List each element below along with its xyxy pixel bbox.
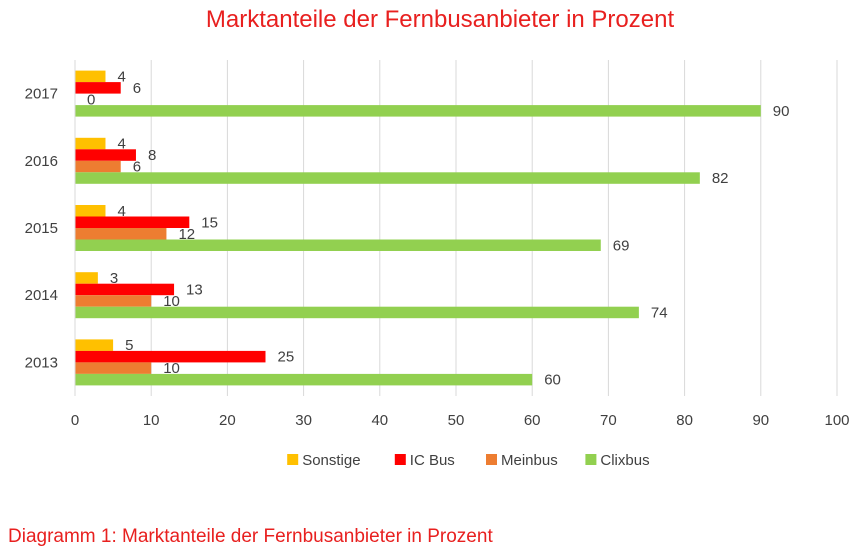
bar	[75, 283, 175, 296]
bar	[75, 172, 700, 184]
legend-label: Meinbus	[501, 452, 558, 469]
data-label: 10	[163, 360, 180, 377]
data-label: 10	[163, 293, 180, 310]
bar	[75, 272, 98, 284]
x-tick-label: 30	[295, 412, 312, 429]
data-label: 4	[117, 203, 125, 220]
data-label: 12	[178, 226, 195, 243]
legend-swatch	[394, 454, 406, 465]
data-label: 0	[87, 91, 95, 108]
x-tick-label: 70	[600, 412, 617, 429]
bar	[75, 82, 121, 94]
x-tick-label: 50	[448, 412, 465, 429]
bar	[75, 373, 533, 386]
data-label: 4	[117, 68, 125, 85]
x-tick-label: 0	[71, 412, 79, 429]
bar	[75, 306, 639, 319]
data-label: 13	[186, 281, 203, 298]
bar	[75, 228, 167, 240]
bar	[75, 105, 761, 117]
bar	[75, 295, 152, 307]
legend-swatch	[287, 454, 299, 465]
x-tick-label: 10	[143, 412, 160, 429]
data-label: 90	[773, 103, 790, 120]
figure-caption: Diagramm 1: Marktanteile der Fernbusanbi…	[8, 526, 493, 547]
legend-swatch	[585, 454, 597, 465]
bar	[75, 70, 106, 83]
data-label: 6	[133, 80, 141, 97]
bar	[75, 362, 152, 374]
data-label: 25	[278, 349, 295, 366]
x-tick-label: 40	[371, 412, 388, 429]
legend-label: IC Bus	[410, 452, 455, 469]
x-tick-label: 100	[824, 412, 849, 429]
legend-label: Clixbus	[600, 452, 649, 469]
y-tick-label: 2014	[25, 287, 58, 304]
x-tick-label: 90	[752, 412, 769, 429]
data-label: 74	[651, 304, 668, 321]
bar	[75, 216, 190, 228]
bar	[75, 160, 121, 173]
bar	[75, 149, 136, 161]
y-tick-label: 2016	[25, 153, 58, 170]
axes: 0 10 20 30 40 50 60 70 80 90 100201320142015201620…	[25, 60, 850, 429]
data-label: 82	[712, 170, 729, 187]
bar	[75, 350, 266, 363]
data-label: 15	[201, 214, 218, 231]
bar	[75, 239, 601, 251]
chart-title: Marktanteile der Fernbusanbieter in Proz…	[206, 6, 675, 33]
legend-swatch	[486, 454, 497, 465]
y-tick-label: 2017	[25, 86, 58, 103]
y-tick-label: 2013	[25, 354, 58, 371]
data-label: 8	[148, 147, 156, 164]
bar	[75, 137, 106, 150]
data-label: 5	[125, 337, 133, 354]
legend: Sonstige IC Bus Meinbus Clixbus	[287, 452, 650, 469]
data-label: 69	[613, 237, 630, 254]
data-label: 60	[544, 372, 561, 389]
data-label: 6	[133, 159, 141, 176]
x-tick-label: 20	[219, 412, 236, 429]
bar	[75, 205, 106, 217]
x-tick-label: 60	[524, 412, 541, 429]
x-tick-label: 80	[676, 412, 693, 429]
bars	[75, 70, 761, 386]
data-label: 3	[110, 270, 118, 287]
bar	[75, 339, 114, 351]
data-label: 4	[117, 136, 125, 153]
y-tick-label: 2015	[25, 220, 58, 237]
legend-label: Sonstige	[302, 452, 360, 469]
